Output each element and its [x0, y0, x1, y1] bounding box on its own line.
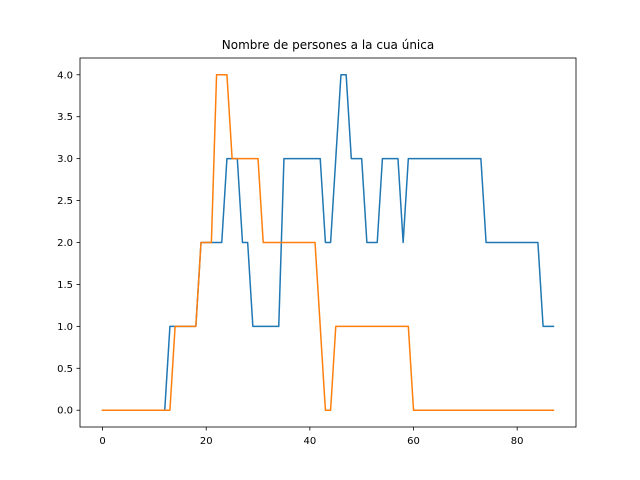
chart-title: Nombre de persones a la cua única [222, 38, 434, 52]
y-tick-label: 1.5 [57, 280, 73, 291]
y-tick-label: 4.0 [57, 70, 73, 81]
y-tick-label: 3.5 [57, 112, 73, 123]
y-tick-label: 0.5 [57, 364, 73, 375]
y-tick-label: 2.5 [57, 196, 73, 207]
y-axis: 0.0 0.5 1.0 1.5 2.0 2.5 3.0 3.5 4.0 [57, 70, 80, 417]
x-axis: 0 20 40 60 80 [99, 427, 524, 447]
x-tick-label: 80 [511, 436, 524, 447]
y-tick-label: 0.0 [57, 406, 73, 417]
y-tick-label: 3.0 [57, 154, 73, 165]
x-tick-label: 40 [303, 436, 316, 447]
x-tick-label: 0 [99, 436, 105, 447]
x-tick-label: 20 [200, 436, 213, 447]
x-tick-label: 60 [407, 436, 420, 447]
series-layer [101, 74, 555, 411]
series-line-2 [101, 74, 555, 411]
y-tick-label: 1.0 [57, 322, 73, 333]
y-tick-label: 2.0 [57, 238, 73, 249]
